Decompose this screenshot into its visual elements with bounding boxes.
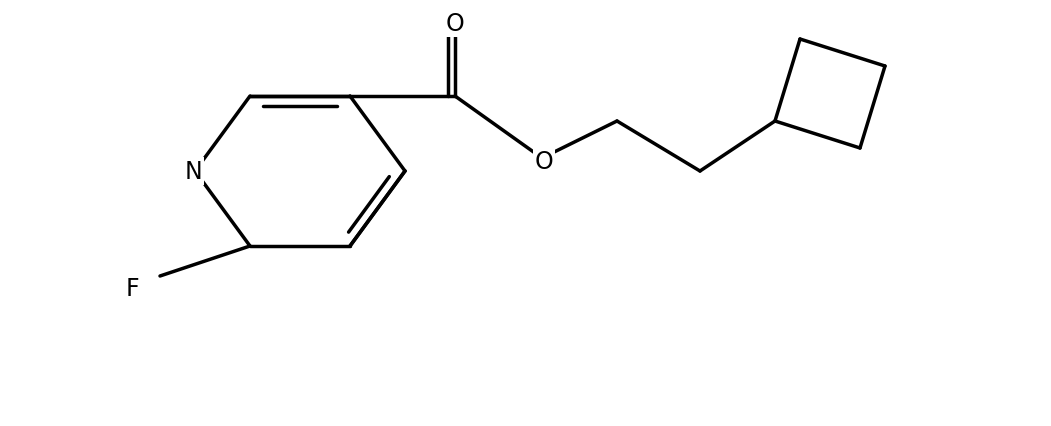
- Text: O: O: [446, 12, 465, 36]
- Text: F: F: [125, 276, 139, 300]
- Text: N: N: [184, 160, 202, 184]
- Text: O: O: [535, 150, 554, 173]
